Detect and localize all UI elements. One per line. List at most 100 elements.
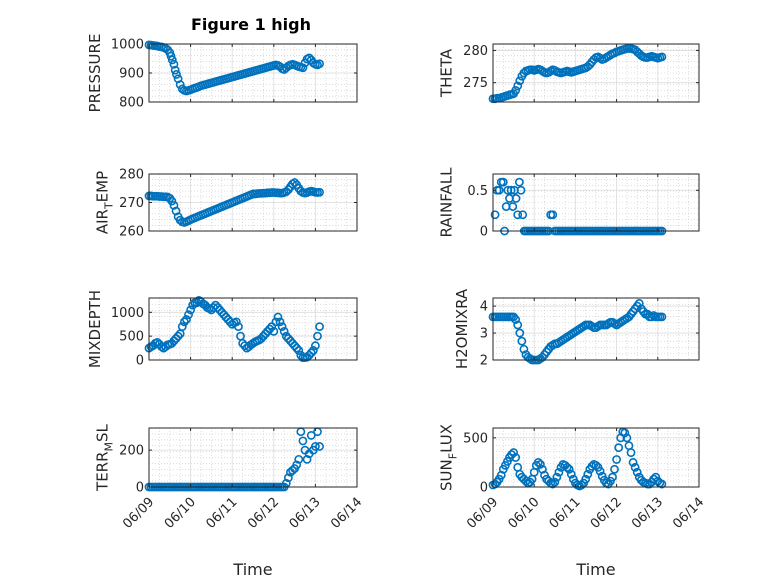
data-point bbox=[511, 86, 521, 95]
data-point bbox=[610, 464, 619, 474]
data-point bbox=[511, 453, 521, 462]
y-axis-label: MIXDEPTH bbox=[86, 290, 104, 368]
series-markers bbox=[488, 298, 667, 365]
series-markers bbox=[144, 295, 324, 363]
data-point bbox=[179, 317, 189, 327]
y-axis-label: RAINFALL bbox=[438, 167, 456, 238]
data-point bbox=[315, 187, 324, 197]
data-point bbox=[313, 331, 322, 341]
data-point bbox=[292, 460, 302, 470]
data-point bbox=[513, 81, 523, 91]
axes-frame bbox=[148, 297, 358, 361]
data-point bbox=[548, 210, 558, 220]
subplot-4: 0 0.5 RAINFALL bbox=[438, 167, 700, 240]
data-point bbox=[608, 472, 617, 482]
data-point bbox=[175, 80, 185, 89]
data-point bbox=[620, 428, 630, 438]
data-point bbox=[310, 341, 320, 351]
data-point bbox=[550, 477, 560, 487]
data-point bbox=[315, 442, 324, 451]
data-point bbox=[225, 317, 235, 327]
data-point bbox=[513, 320, 523, 330]
y-axis-label: SUNFLUX bbox=[438, 424, 460, 491]
data-point bbox=[508, 202, 518, 211]
data-point bbox=[177, 322, 187, 332]
grid bbox=[492, 298, 700, 361]
x-tick-label: 06/12 bbox=[588, 495, 625, 532]
data-point bbox=[170, 65, 180, 75]
data-point bbox=[283, 473, 293, 483]
axes-frame bbox=[148, 427, 358, 488]
data-point bbox=[275, 317, 285, 327]
figure-title: Figure 1 high bbox=[191, 15, 311, 34]
x-tick-label: 06/09 bbox=[464, 495, 501, 532]
data-point bbox=[171, 206, 181, 216]
data-point bbox=[587, 461, 597, 471]
data-point bbox=[535, 459, 545, 469]
y-tick-label: 270 bbox=[119, 196, 144, 211]
data-point bbox=[566, 469, 576, 479]
data-point bbox=[308, 346, 318, 355]
y-axis-label: THETA bbox=[438, 48, 456, 98]
data-point bbox=[552, 472, 562, 482]
y-tick-label: 260 bbox=[119, 225, 144, 240]
data-point bbox=[581, 474, 591, 484]
data-point bbox=[169, 59, 179, 69]
subplot-8: 0 500 06/09 06/10 06/11 06/12 06/13 06/14 Time SU… bbox=[438, 424, 708, 579]
data-point bbox=[167, 196, 177, 206]
data-point bbox=[240, 341, 250, 351]
subplot-7: 0 200 06/09 06/10 06/11 06/12 06/13 06/14 Time TE… bbox=[94, 423, 366, 579]
y-axis-label: AIRTEMP bbox=[94, 171, 116, 234]
data-point bbox=[612, 455, 621, 464]
data-point bbox=[306, 430, 316, 440]
data-point bbox=[302, 454, 312, 464]
axes-frame bbox=[492, 427, 700, 488]
data-point bbox=[514, 177, 524, 187]
data-point bbox=[192, 298, 202, 308]
data-point bbox=[591, 460, 601, 470]
x-tick-label: 06/13 bbox=[287, 495, 324, 532]
x-axis-label: Time bbox=[232, 560, 272, 579]
data-point bbox=[231, 317, 241, 327]
axes-frame bbox=[492, 173, 700, 232]
x-tick-label: 06/11 bbox=[547, 495, 584, 532]
series-markers bbox=[144, 178, 324, 227]
y-tick-label: 800 bbox=[119, 96, 144, 111]
subplot-5: 0 500 1000 MIXDEPTH bbox=[86, 290, 358, 369]
y-tick-label: 900 bbox=[119, 67, 144, 82]
axes-frame bbox=[492, 297, 700, 361]
data-point bbox=[634, 298, 644, 308]
data-point bbox=[595, 466, 605, 476]
data-point bbox=[315, 322, 324, 332]
data-point bbox=[166, 51, 176, 61]
data-point bbox=[167, 55, 177, 65]
data-point bbox=[269, 326, 279, 336]
y-tick-label: 0 bbox=[136, 481, 144, 496]
data-point bbox=[518, 210, 528, 220]
x-tick-label: 06/14 bbox=[670, 495, 707, 532]
data-point bbox=[516, 185, 526, 195]
x-tick-label: 06/10 bbox=[505, 495, 542, 532]
data-point bbox=[628, 458, 638, 467]
data-point bbox=[511, 315, 521, 324]
series-markers bbox=[144, 40, 324, 96]
data-point bbox=[306, 348, 316, 358]
data-point bbox=[186, 305, 195, 315]
data-point bbox=[294, 346, 304, 355]
data-point bbox=[515, 76, 525, 86]
y-tick-label: 200 bbox=[119, 444, 144, 459]
data-point bbox=[277, 322, 287, 332]
data-point bbox=[298, 63, 308, 73]
x-tick-label: 06/09 bbox=[120, 495, 157, 532]
data-point bbox=[515, 328, 525, 338]
data-point bbox=[562, 462, 572, 472]
y-tick-label: 0.5 bbox=[467, 184, 488, 199]
series-markers bbox=[488, 44, 667, 104]
data-point bbox=[649, 474, 659, 484]
data-point bbox=[509, 448, 518, 457]
data-point bbox=[271, 317, 281, 327]
y-tick-label: 275 bbox=[463, 76, 488, 91]
data-point bbox=[169, 200, 179, 210]
data-point bbox=[498, 177, 508, 187]
subplot-6: 2 3 4 H2OMIXRA bbox=[453, 288, 700, 369]
